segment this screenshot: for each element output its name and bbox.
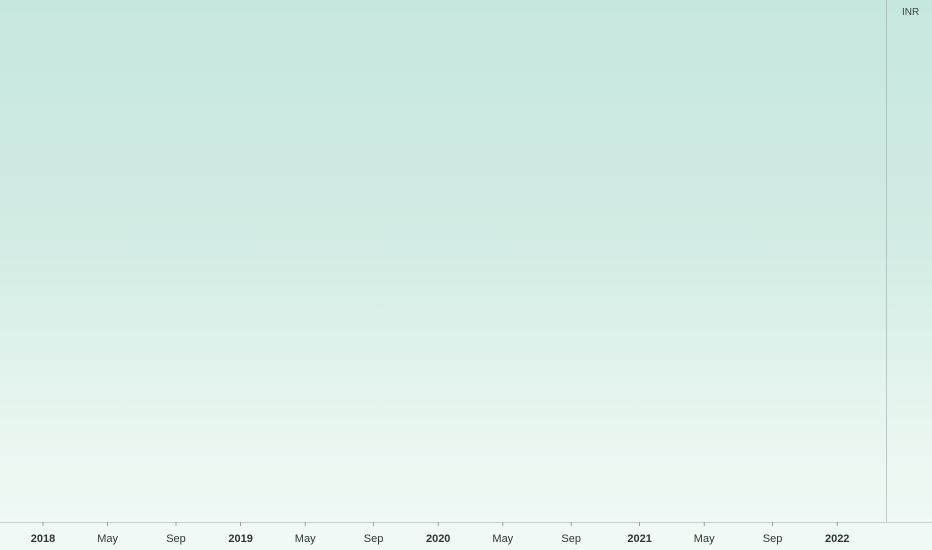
time-tick-label: 2019 xyxy=(228,533,252,545)
time-tick-label: Sep xyxy=(166,533,186,545)
time-tick-label: Sep xyxy=(763,533,783,545)
time-tick-label: May xyxy=(295,533,316,545)
time-tick-label: May xyxy=(492,533,513,545)
time-tick-label: Sep xyxy=(561,533,581,545)
time-tick-label: May xyxy=(694,533,715,545)
time-tick-label: 2020 xyxy=(426,533,450,545)
currency-label: INR xyxy=(902,7,919,18)
price-axis: 410.00420.00380.00340.00300.00260.00230.… xyxy=(886,0,919,522)
time-tick-label: May xyxy=(97,533,118,545)
time-tick-label: 2022 xyxy=(825,533,849,545)
time-tick-label: 2018 xyxy=(31,533,55,545)
time-axis: 2018 May Sep 2019 May Sep 2020 May Sep 2021 May Sep… xyxy=(0,522,932,545)
time-tick-label: 2021 xyxy=(627,533,651,545)
time-tick-label: Sep xyxy=(364,533,384,545)
